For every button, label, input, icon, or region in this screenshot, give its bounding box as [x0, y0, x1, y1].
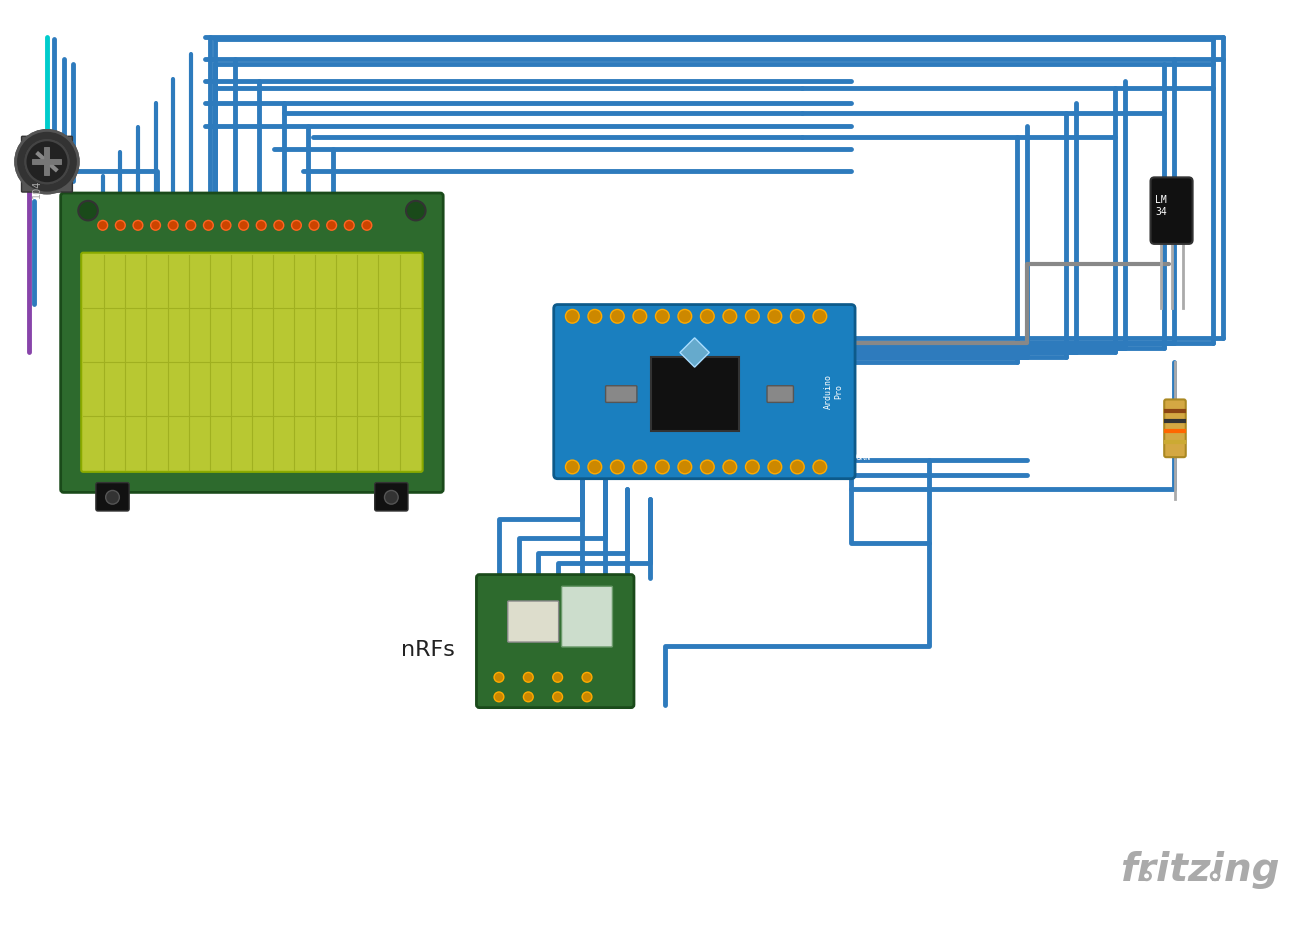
- Circle shape: [16, 130, 79, 193]
- FancyBboxPatch shape: [375, 483, 408, 511]
- Circle shape: [98, 220, 108, 231]
- Circle shape: [291, 220, 302, 231]
- Circle shape: [16, 130, 79, 193]
- Circle shape: [700, 460, 714, 473]
- Circle shape: [633, 460, 646, 473]
- FancyBboxPatch shape: [767, 386, 793, 403]
- Circle shape: [186, 220, 195, 231]
- Circle shape: [362, 220, 372, 231]
- Circle shape: [523, 692, 534, 702]
- Circle shape: [746, 310, 759, 323]
- Circle shape: [722, 460, 737, 473]
- Circle shape: [587, 310, 602, 323]
- FancyBboxPatch shape: [606, 386, 637, 403]
- Circle shape: [791, 310, 804, 323]
- Circle shape: [1211, 872, 1219, 880]
- Circle shape: [523, 672, 534, 683]
- Circle shape: [115, 220, 126, 231]
- Circle shape: [813, 310, 827, 323]
- Circle shape: [106, 490, 119, 504]
- Circle shape: [791, 460, 804, 473]
- Text: Arduino
Pro: Arduino Pro: [823, 374, 843, 409]
- FancyBboxPatch shape: [81, 253, 422, 472]
- Circle shape: [494, 672, 503, 683]
- Circle shape: [384, 490, 399, 504]
- Circle shape: [656, 460, 669, 473]
- Circle shape: [168, 220, 178, 231]
- Circle shape: [582, 692, 591, 702]
- Text: fritzing: fritzing: [1120, 851, 1280, 889]
- Circle shape: [553, 672, 562, 683]
- FancyBboxPatch shape: [553, 304, 855, 479]
- Circle shape: [151, 220, 160, 231]
- Circle shape: [746, 460, 759, 473]
- FancyBboxPatch shape: [1151, 178, 1193, 244]
- Circle shape: [203, 220, 214, 231]
- Circle shape: [553, 692, 562, 702]
- Text: LM
34: LM 34: [1155, 195, 1167, 217]
- Circle shape: [722, 310, 737, 323]
- FancyBboxPatch shape: [21, 137, 72, 192]
- FancyBboxPatch shape: [561, 586, 612, 647]
- FancyBboxPatch shape: [96, 483, 130, 511]
- Circle shape: [768, 310, 781, 323]
- Circle shape: [406, 201, 426, 220]
- Circle shape: [326, 220, 337, 231]
- Text: 104: 104: [33, 179, 42, 198]
- FancyBboxPatch shape: [507, 601, 558, 642]
- Text: BLK: BLK: [856, 316, 871, 326]
- Circle shape: [132, 220, 143, 231]
- Circle shape: [678, 310, 692, 323]
- Circle shape: [565, 310, 579, 323]
- FancyBboxPatch shape: [60, 193, 443, 492]
- Circle shape: [274, 220, 283, 231]
- FancyBboxPatch shape: [476, 575, 635, 708]
- Circle shape: [633, 310, 646, 323]
- Polygon shape: [680, 338, 709, 367]
- Circle shape: [79, 201, 98, 220]
- Circle shape: [813, 460, 827, 473]
- Circle shape: [587, 460, 602, 473]
- Text: nRFs: nRFs: [401, 640, 455, 659]
- Circle shape: [611, 310, 624, 323]
- Circle shape: [257, 220, 266, 231]
- Circle shape: [25, 140, 68, 183]
- Circle shape: [582, 672, 591, 683]
- Circle shape: [222, 220, 231, 231]
- Circle shape: [678, 460, 692, 473]
- Circle shape: [494, 692, 503, 702]
- Circle shape: [656, 310, 669, 323]
- Circle shape: [239, 220, 249, 231]
- FancyBboxPatch shape: [1164, 400, 1185, 458]
- Circle shape: [345, 220, 354, 231]
- Text: GRN: GRN: [856, 453, 871, 462]
- Circle shape: [700, 310, 714, 323]
- Circle shape: [565, 460, 579, 473]
- FancyBboxPatch shape: [650, 357, 738, 431]
- Circle shape: [25, 140, 68, 183]
- Circle shape: [611, 460, 624, 473]
- Circle shape: [1143, 872, 1151, 880]
- Circle shape: [768, 460, 781, 473]
- Circle shape: [309, 220, 319, 231]
